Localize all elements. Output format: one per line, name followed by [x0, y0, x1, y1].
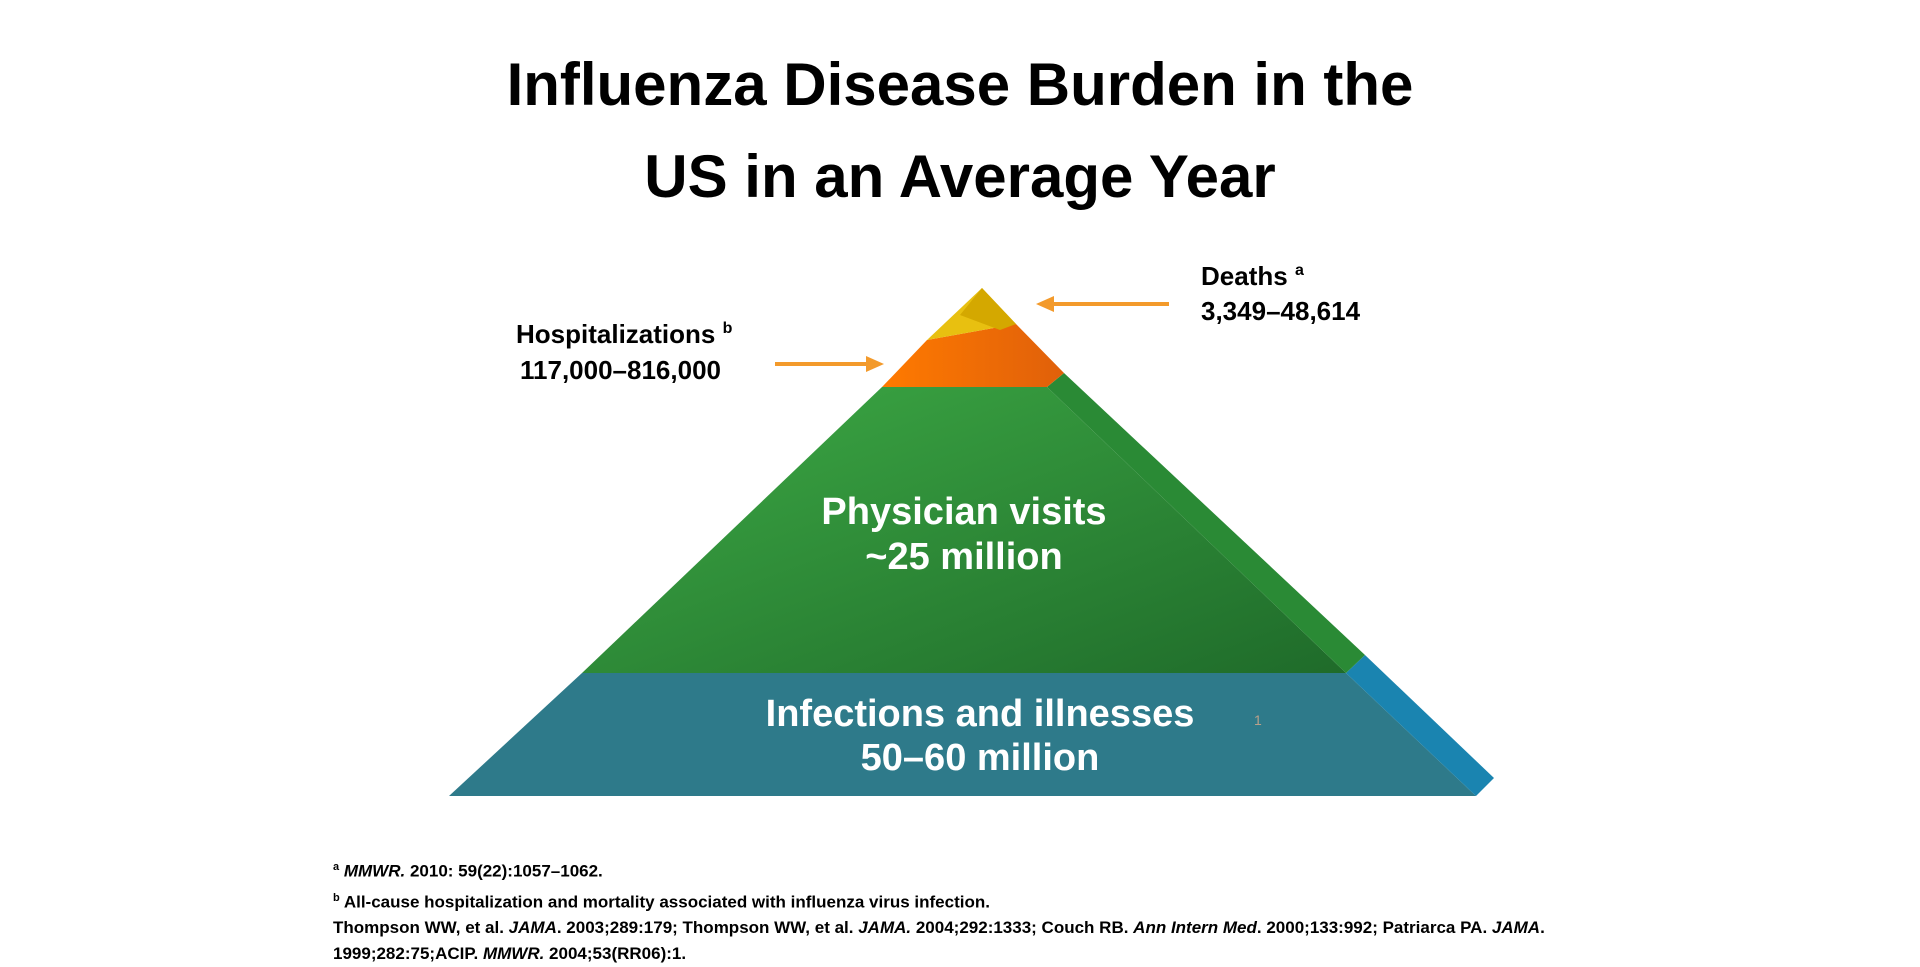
footnote-text: . 2000;133:992; Patriarca PA. — [1256, 918, 1492, 938]
arrow-head — [866, 356, 884, 372]
deaths-value: 3,349–48,614 — [1201, 296, 1361, 326]
deaths-tier-side — [960, 288, 1016, 330]
tier-label: Physician visits — [821, 491, 1106, 533]
tier-value: ~25 million — [865, 536, 1062, 578]
hospitalizations-value: 117,000–816,000 — [520, 355, 721, 385]
footnote-text: JAMA — [1491, 918, 1541, 938]
footnote-text: JAMA — [508, 918, 557, 938]
footnotes: a MMWR. 2010: 59(22):1057–1062. b All-cau… — [333, 854, 1633, 967]
footnote-text: 2004;53(RR06):1. — [544, 944, 687, 964]
note-marker: b — [723, 320, 733, 337]
footnote: a MMWR. 2010: 59(22):1057–1062. — [333, 854, 1633, 885]
tier-label: Infections and illnesses — [766, 693, 1195, 735]
infections-tier — [449, 673, 1476, 796]
footnote-text: 2004;292:1333; Couch RB. — [911, 918, 1134, 938]
arrow-head — [1036, 296, 1054, 312]
label-name: Hospitalizations — [516, 319, 715, 349]
footnote-text: MMWR. — [482, 944, 545, 964]
label-name: Deaths — [1201, 261, 1288, 291]
footnote: b All-cause hospitalization and mortalit… — [333, 885, 1633, 916]
footnote-text: Thompson WW, et al. — [333, 918, 509, 938]
physician-tier — [582, 387, 1346, 673]
footnote-text: . 1999;282:75;ACIP. — [333, 918, 1550, 964]
tier-side — [1346, 655, 1494, 796]
tier-value: 50–60 million — [861, 737, 1100, 779]
hospitalizations-label: Hospitalizations b — [516, 319, 733, 349]
footnote-text: Ann Intern Med — [1133, 918, 1257, 938]
note-marker: b — [333, 891, 340, 904]
hospitalization-tier — [882, 324, 1064, 387]
title-line: US in an Average Year — [644, 143, 1275, 210]
note-marker: a — [1295, 262, 1304, 279]
footnote: Thompson WW, et al. JAMA. 2003;289:179; … — [333, 915, 1633, 967]
footnote-text: MMWR. — [343, 861, 406, 881]
tier-side — [1047, 373, 1365, 673]
footnote-text: 2010: 59(22):1057–1062. — [405, 861, 603, 881]
slide-number: 1 — [1254, 712, 1262, 728]
note-marker: a — [333, 861, 340, 873]
footnote-text: JAMA. — [858, 918, 912, 938]
title-line: Influenza Disease Burden in the — [507, 51, 1414, 118]
footnote-text: All-cause hospitalization and mortality … — [343, 892, 990, 912]
deaths-label: Deaths a — [1201, 261, 1304, 291]
footnote-text: . 2003;289:179; Thompson WW, et al. — [556, 918, 859, 938]
